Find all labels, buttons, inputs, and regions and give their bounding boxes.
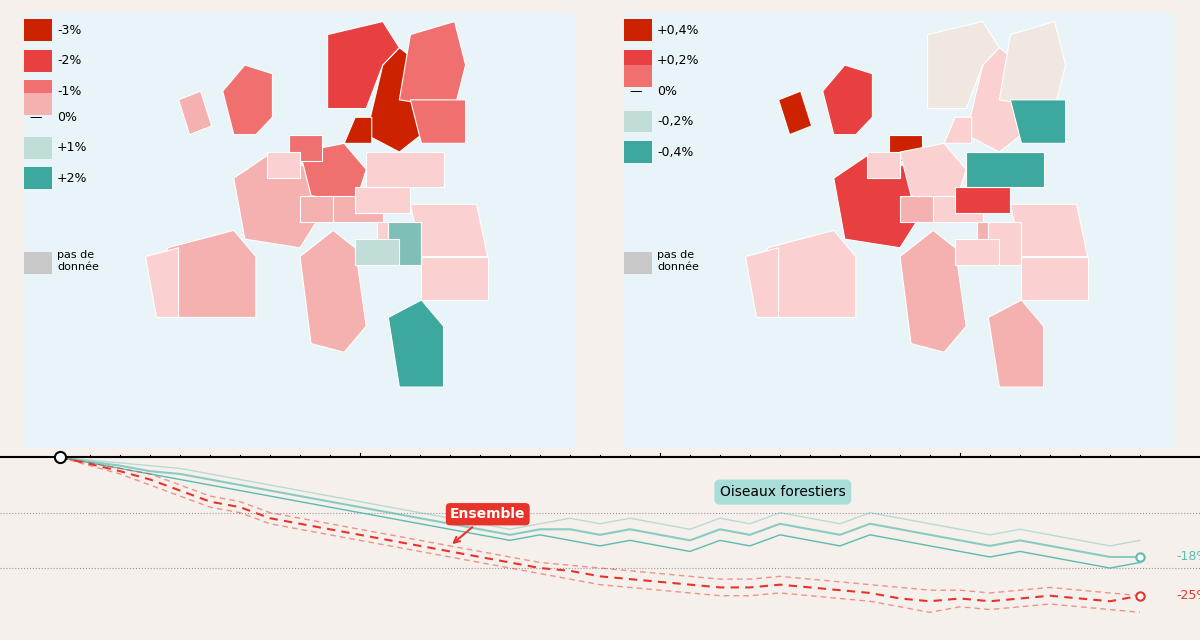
FancyBboxPatch shape (13, 80, 52, 102)
Polygon shape (334, 196, 383, 221)
Polygon shape (977, 221, 1032, 248)
FancyBboxPatch shape (13, 252, 52, 274)
Text: 2016: 2016 (1122, 431, 1158, 445)
Polygon shape (400, 22, 466, 109)
Polygon shape (366, 152, 444, 187)
Polygon shape (866, 152, 900, 178)
Polygon shape (366, 47, 421, 152)
Polygon shape (344, 117, 372, 143)
FancyBboxPatch shape (13, 19, 52, 41)
FancyBboxPatch shape (613, 50, 652, 72)
Text: Oiseaux forestiers: Oiseaux forestiers (720, 485, 846, 499)
Polygon shape (955, 239, 1000, 265)
Polygon shape (889, 134, 922, 161)
Polygon shape (900, 196, 934, 221)
Polygon shape (823, 65, 872, 134)
Text: pas de
donnée: pas de donnée (658, 250, 698, 271)
Polygon shape (1010, 100, 1066, 143)
FancyBboxPatch shape (13, 50, 52, 72)
Polygon shape (355, 187, 410, 213)
Polygon shape (966, 47, 1021, 152)
Text: —: — (630, 84, 642, 98)
Polygon shape (389, 221, 421, 265)
Polygon shape (389, 300, 444, 387)
Polygon shape (300, 143, 366, 204)
Polygon shape (900, 143, 966, 204)
FancyBboxPatch shape (624, 13, 1176, 448)
Text: 1990: 1990 (342, 431, 378, 445)
Polygon shape (934, 196, 983, 221)
Text: +1%: +1% (58, 141, 88, 154)
Polygon shape (234, 152, 322, 248)
FancyBboxPatch shape (13, 93, 52, 115)
FancyBboxPatch shape (24, 13, 576, 448)
Text: pas de
donnée: pas de donnée (58, 250, 98, 271)
Text: -18%: -18% (1176, 550, 1200, 563)
Text: 2000: 2000 (642, 431, 678, 445)
Polygon shape (328, 22, 400, 109)
FancyBboxPatch shape (13, 167, 52, 189)
FancyBboxPatch shape (613, 111, 652, 132)
Polygon shape (1000, 22, 1066, 109)
Polygon shape (1021, 257, 1087, 300)
Text: +0,4%: +0,4% (658, 24, 700, 36)
Text: -0,4%: -0,4% (658, 145, 694, 159)
Polygon shape (900, 230, 966, 352)
Polygon shape (928, 22, 1000, 109)
Polygon shape (966, 152, 1044, 187)
Polygon shape (300, 230, 366, 352)
Polygon shape (410, 204, 487, 257)
Text: -0,2%: -0,2% (658, 115, 694, 128)
FancyBboxPatch shape (613, 141, 652, 163)
Text: 1980: 1980 (35, 427, 85, 445)
Text: 0%: 0% (658, 84, 677, 98)
Polygon shape (266, 152, 300, 178)
Polygon shape (779, 91, 811, 134)
Text: -3%: -3% (58, 24, 82, 36)
Polygon shape (145, 248, 179, 317)
Polygon shape (1010, 204, 1087, 257)
Polygon shape (768, 230, 856, 317)
Text: -1%: -1% (58, 84, 82, 98)
FancyBboxPatch shape (613, 65, 652, 87)
Text: +0,2%: +0,2% (658, 54, 700, 67)
Text: -25%: -25% (1176, 589, 1200, 602)
Polygon shape (355, 239, 400, 265)
Polygon shape (421, 257, 487, 300)
Polygon shape (955, 187, 1010, 213)
FancyBboxPatch shape (13, 137, 52, 159)
Text: +2%: +2% (58, 172, 88, 185)
Polygon shape (289, 134, 322, 161)
Text: -2%: -2% (58, 54, 82, 67)
Polygon shape (300, 196, 334, 221)
Polygon shape (223, 65, 272, 134)
Polygon shape (989, 221, 1021, 265)
Polygon shape (989, 300, 1044, 387)
Text: 0%: 0% (58, 111, 77, 124)
Text: Ensemble: Ensemble (450, 508, 526, 543)
Polygon shape (179, 91, 211, 134)
Polygon shape (168, 230, 256, 317)
Polygon shape (377, 221, 432, 248)
Polygon shape (745, 248, 779, 317)
Text: —: — (30, 111, 42, 124)
Polygon shape (944, 117, 972, 143)
Polygon shape (410, 100, 466, 143)
Text: 2010: 2010 (942, 431, 978, 445)
Polygon shape (834, 152, 922, 248)
FancyBboxPatch shape (613, 252, 652, 274)
FancyBboxPatch shape (613, 19, 652, 41)
